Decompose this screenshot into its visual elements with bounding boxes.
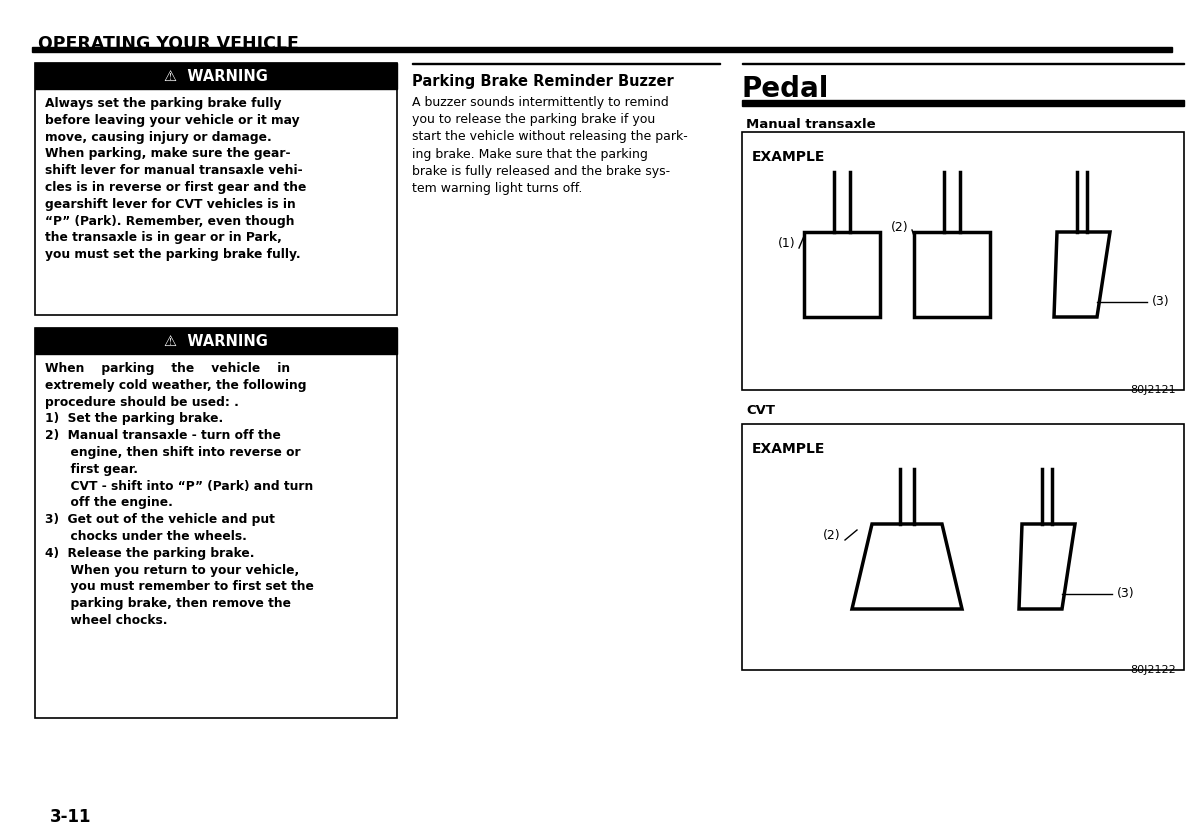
Text: A buzzer sounds intermittently to remind
you to release the parking brake if you: A buzzer sounds intermittently to remind… — [412, 96, 688, 195]
Text: ⚠  WARNING: ⚠ WARNING — [164, 69, 268, 84]
Text: Manual transaxle: Manual transaxle — [746, 118, 876, 131]
Bar — [742, 424, 1184, 670]
Bar — [32, 47, 1172, 52]
Text: ⚠  WARNING: ⚠ WARNING — [164, 333, 268, 348]
Text: (1): (1) — [778, 237, 796, 251]
Polygon shape — [1019, 524, 1075, 609]
Bar — [35, 328, 397, 718]
Text: (3): (3) — [1117, 587, 1135, 601]
Polygon shape — [804, 232, 880, 317]
Text: (2): (2) — [892, 221, 908, 233]
Bar — [412, 62, 720, 64]
Polygon shape — [914, 232, 990, 317]
Text: OPERATING YOUR VEHICLE: OPERATING YOUR VEHICLE — [38, 35, 299, 53]
Bar — [35, 328, 397, 354]
Text: Parking Brake Reminder Buzzer: Parking Brake Reminder Buzzer — [412, 74, 673, 89]
Text: 80J2122: 80J2122 — [1130, 665, 1176, 675]
Text: 80J2121: 80J2121 — [1130, 385, 1176, 395]
Text: EXAMPLE: EXAMPLE — [752, 442, 826, 456]
Text: (2): (2) — [823, 529, 841, 543]
Bar — [35, 63, 397, 89]
Text: EXAMPLE: EXAMPLE — [752, 150, 826, 164]
Text: When    parking    the    vehicle    in
extremely cold weather, the following
pr: When parking the vehicle in extremely co… — [46, 362, 314, 627]
Bar — [742, 100, 1184, 106]
Bar — [742, 132, 1184, 390]
Text: Always set the parking brake fully
before leaving your vehicle or it may
move, c: Always set the parking brake fully befor… — [46, 97, 306, 261]
Text: 3-11: 3-11 — [50, 808, 91, 826]
Text: Pedal: Pedal — [742, 75, 829, 103]
Polygon shape — [852, 524, 962, 609]
Text: (3): (3) — [1152, 295, 1170, 309]
Bar — [742, 62, 1184, 64]
Polygon shape — [1054, 232, 1110, 317]
Text: CVT: CVT — [746, 404, 775, 417]
Bar — [35, 63, 397, 315]
